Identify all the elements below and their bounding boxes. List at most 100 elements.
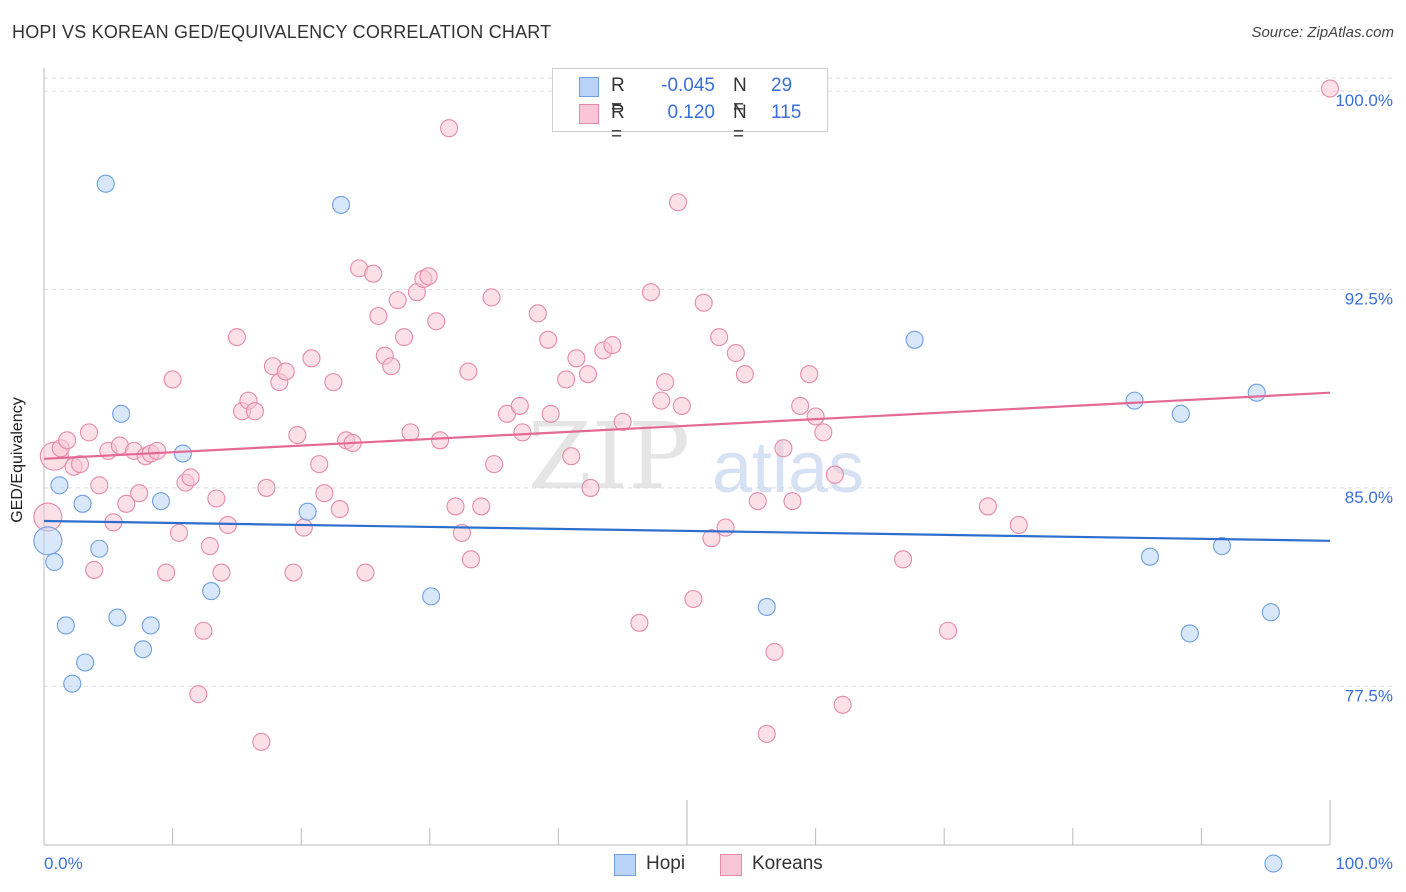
hopi-point[interactable] bbox=[96, 174, 115, 193]
korean-point[interactable] bbox=[284, 563, 303, 582]
korean-point[interactable] bbox=[783, 492, 802, 511]
korean-point[interactable] bbox=[181, 468, 200, 487]
korean-point[interactable] bbox=[169, 523, 189, 542]
korean-point[interactable] bbox=[440, 119, 459, 138]
hopi-point[interactable] bbox=[173, 444, 192, 463]
korean-point[interactable] bbox=[978, 497, 997, 516]
korean-point[interactable] bbox=[369, 306, 388, 326]
hopi-point[interactable] bbox=[1180, 624, 1199, 643]
korean-point[interactable] bbox=[806, 407, 825, 426]
korean-point[interactable] bbox=[90, 476, 109, 495]
hopi-point[interactable] bbox=[905, 330, 924, 349]
hopi-point[interactable] bbox=[202, 582, 221, 601]
korean-point[interactable] bbox=[716, 518, 735, 537]
korean-point[interactable] bbox=[630, 613, 649, 632]
korean-point[interactable] bbox=[567, 349, 586, 368]
korean-point[interactable] bbox=[735, 365, 754, 384]
korean-point[interactable] bbox=[748, 492, 767, 511]
korean-point[interactable] bbox=[427, 312, 446, 331]
hopi-point[interactable] bbox=[45, 552, 64, 572]
korean-point[interactable] bbox=[656, 373, 675, 392]
korean-point[interactable] bbox=[395, 328, 414, 347]
korean-point[interactable] bbox=[774, 439, 793, 458]
hopi-point[interactable] bbox=[76, 653, 95, 672]
hopi-point[interactable] bbox=[422, 587, 441, 606]
korean-point[interactable] bbox=[189, 685, 208, 704]
korean-point[interactable] bbox=[419, 267, 438, 286]
korean-point[interactable] bbox=[472, 497, 491, 516]
korean-point[interactable] bbox=[510, 396, 529, 415]
korean-point[interactable] bbox=[539, 330, 558, 349]
korean-point[interactable] bbox=[302, 349, 321, 368]
korean-point[interactable] bbox=[356, 563, 375, 582]
korean-point[interactable] bbox=[294, 518, 313, 537]
korean-point[interactable] bbox=[446, 497, 465, 516]
korean-point[interactable] bbox=[652, 391, 671, 410]
korean-point[interactable] bbox=[157, 563, 176, 582]
korean-point[interactable] bbox=[252, 732, 271, 751]
hopi-point[interactable] bbox=[1171, 404, 1190, 423]
korean-point[interactable] bbox=[800, 365, 819, 384]
korean-point[interactable] bbox=[485, 455, 504, 474]
korean-point[interactable] bbox=[726, 343, 745, 363]
korean-point[interactable] bbox=[315, 484, 334, 503]
korean-point[interactable] bbox=[482, 288, 501, 307]
hopi-point[interactable] bbox=[757, 597, 776, 616]
korean-point[interactable] bbox=[163, 370, 182, 389]
korean-point[interactable] bbox=[388, 291, 407, 310]
korean-point[interactable] bbox=[194, 621, 213, 640]
korean-point[interactable] bbox=[939, 621, 958, 640]
korean-point[interactable] bbox=[641, 283, 661, 302]
hopi-point[interactable] bbox=[112, 404, 131, 423]
korean-point[interactable] bbox=[227, 328, 246, 347]
korean-point[interactable] bbox=[710, 328, 729, 347]
korean-point[interactable] bbox=[461, 550, 481, 569]
korean-point[interactable] bbox=[1320, 79, 1340, 98]
korean-point[interactable] bbox=[541, 404, 560, 423]
korean-point[interactable] bbox=[117, 494, 136, 513]
korean-point[interactable] bbox=[310, 455, 329, 474]
korean-point[interactable] bbox=[70, 455, 90, 474]
korean-point[interactable] bbox=[684, 589, 703, 609]
korean-point[interactable] bbox=[757, 724, 776, 743]
korean-point[interactable] bbox=[562, 447, 581, 466]
korean-point[interactable] bbox=[672, 396, 691, 415]
hopi-point[interactable] bbox=[33, 526, 63, 556]
hopi-point[interactable] bbox=[1212, 537, 1232, 556]
hopi-point[interactable] bbox=[50, 476, 69, 495]
hopi-point[interactable] bbox=[63, 674, 82, 693]
korean-point[interactable] bbox=[330, 500, 349, 519]
korean-point[interactable] bbox=[364, 264, 383, 283]
korean-point[interactable] bbox=[694, 293, 713, 312]
korean-point[interactable] bbox=[130, 484, 149, 503]
korean-point[interactable] bbox=[581, 478, 600, 497]
korean-point[interactable] bbox=[79, 423, 99, 442]
korean-point[interactable] bbox=[382, 357, 401, 376]
hopi-point[interactable] bbox=[108, 608, 127, 627]
hopi-point[interactable] bbox=[56, 616, 75, 635]
hopi-point[interactable] bbox=[90, 539, 109, 558]
korean-point[interactable] bbox=[324, 373, 343, 392]
korean-point[interactable] bbox=[276, 362, 295, 381]
hopi-point[interactable] bbox=[141, 616, 160, 635]
korean-point[interactable] bbox=[557, 370, 576, 389]
hopi-point[interactable] bbox=[1125, 391, 1144, 410]
korean-point[interactable] bbox=[668, 193, 688, 212]
korean-point[interactable] bbox=[702, 529, 721, 548]
korean-point[interactable] bbox=[401, 423, 420, 442]
hopi-point[interactable] bbox=[151, 492, 171, 511]
korean-point[interactable] bbox=[578, 365, 598, 384]
hopi-point[interactable] bbox=[73, 494, 92, 513]
korean-point[interactable] bbox=[245, 402, 264, 421]
korean-point[interactable] bbox=[497, 404, 517, 423]
hopi-point[interactable] bbox=[332, 195, 351, 214]
korean-point[interactable] bbox=[814, 423, 833, 442]
korean-point[interactable] bbox=[207, 489, 226, 508]
korean-point[interactable] bbox=[528, 304, 547, 323]
korean-point[interactable] bbox=[1009, 515, 1028, 534]
hopi-point[interactable] bbox=[1261, 603, 1280, 622]
korean-point[interactable] bbox=[200, 537, 219, 556]
korean-point[interactable] bbox=[791, 396, 810, 415]
korean-point[interactable] bbox=[431, 431, 450, 450]
korean-point[interactable] bbox=[212, 563, 231, 582]
